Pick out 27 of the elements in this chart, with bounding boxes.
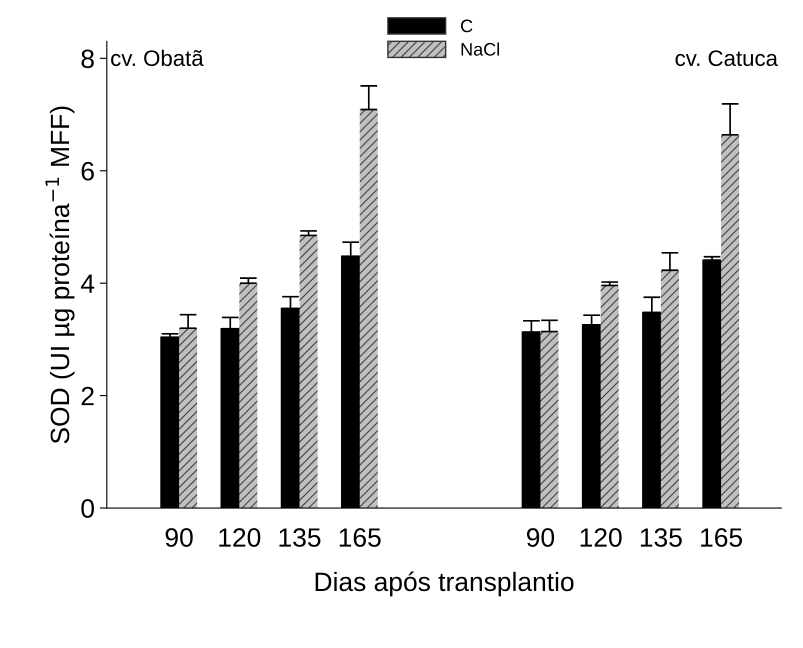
y-tick-label: 2 [82, 386, 94, 406]
bar [721, 134, 740, 508]
bar [239, 283, 258, 508]
x-axis-title: Dias após transplantio [316, 572, 574, 596]
bar [179, 328, 198, 508]
x-tick-label: 120 [580, 528, 622, 547]
x-tick-label: 90 [166, 528, 193, 547]
bar [600, 285, 619, 508]
annotation: cv. Obatã [111, 50, 204, 66]
x-tick-label: 120 [219, 528, 260, 547]
y-axis-title: SOD (UI µg proteína$^{−1}$ MFF) [45, 106, 75, 444]
x-tick-label: 90 [526, 528, 554, 547]
y-tick-label: 4 [80, 274, 94, 293]
bar [660, 270, 679, 508]
legend-label: NaCl [462, 42, 500, 56]
bar [540, 332, 558, 508]
x-tick-label: 165 [701, 528, 742, 547]
legend-label: C [461, 19, 472, 32]
x-tick-label: 135 [640, 528, 682, 547]
bar [300, 235, 318, 508]
y-tick-label: 8 [81, 49, 94, 68]
x-tick-label: 165 [340, 528, 381, 547]
y-tick-label: 6 [82, 162, 94, 181]
x-tick-label: 135 [280, 528, 320, 547]
bar [360, 109, 378, 508]
y-tick-label: 0 [81, 499, 94, 518]
annotation: cv. Catuca [676, 50, 778, 66]
